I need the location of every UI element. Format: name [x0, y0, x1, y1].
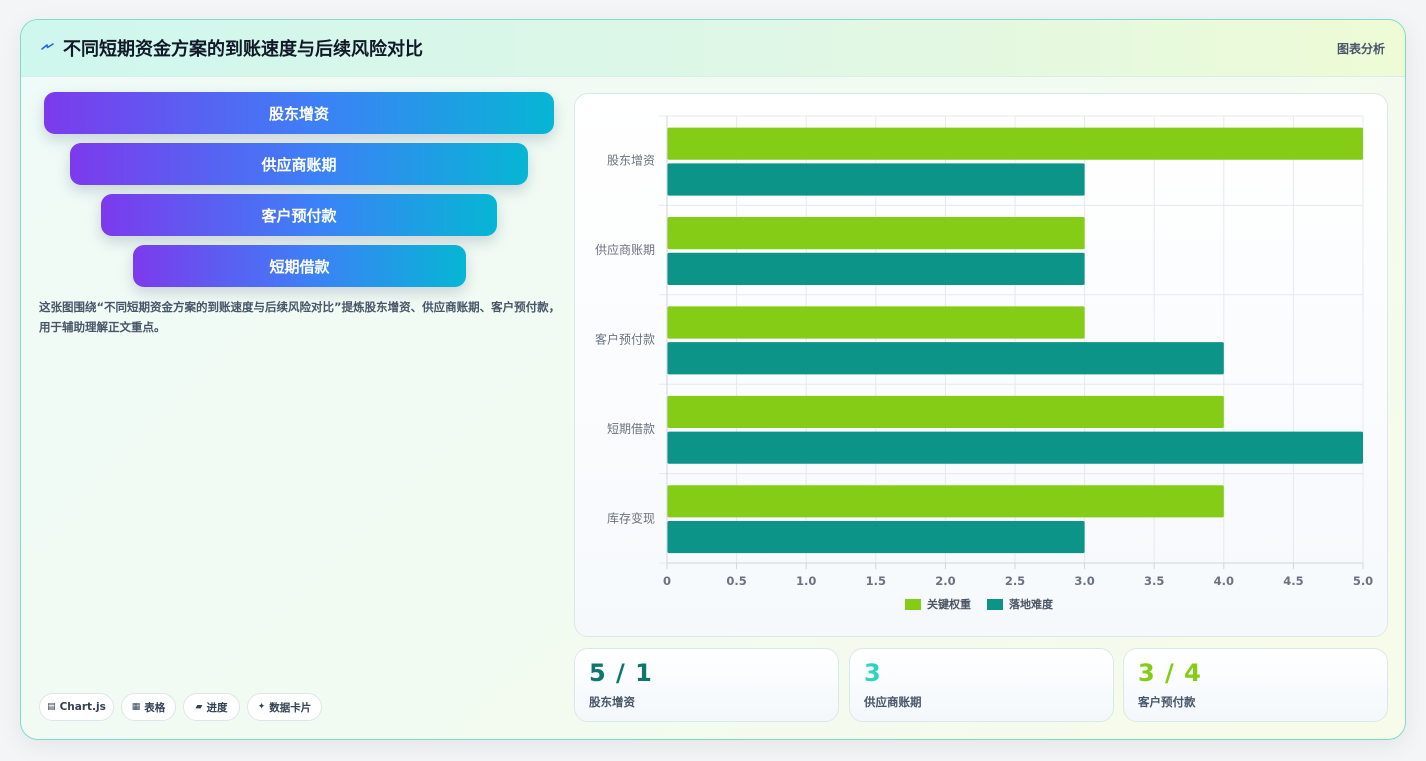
header-tag: 图表分析: [1336, 42, 1385, 56]
stat-label: 股东增资: [589, 695, 635, 709]
x-tick-label: 2.5: [1005, 574, 1025, 588]
lightning-icon: [41, 43, 54, 50]
x-tick-label: 4.5: [1283, 574, 1303, 588]
legend-label: 落地难度: [1009, 597, 1054, 611]
bar-key-weight: [667, 306, 1085, 339]
bar-key-weight: [667, 395, 1224, 429]
x-tick-label: 3.5: [1144, 574, 1164, 588]
x-tick-label: 4.0: [1214, 574, 1234, 588]
pill-label: 表格: [144, 701, 166, 714]
pill-data-card[interactable]: ✦ 数据卡片: [247, 693, 322, 721]
progress-icon: ▰: [195, 702, 203, 712]
stat-card-1: 5 / 1 股东增资: [574, 648, 839, 722]
stat-card-3: 3 / 4 客户预付款: [1123, 648, 1388, 722]
pill-label: 进度: [206, 701, 228, 714]
funnel-item-1: 股东增资: [44, 92, 554, 134]
stat-label: 供应商账期: [864, 695, 922, 709]
category-label: 股东增资: [607, 154, 655, 168]
funnel-item-4: 短期借款: [133, 245, 466, 287]
chart-description: 这张图围绕“不同短期资金方案的到账速度与后续风险对比”提炼股东增资、供应商账期、…: [39, 300, 561, 334]
x-tick-label: 1.0: [796, 574, 816, 588]
sparkle-icon: ✦: [257, 702, 266, 712]
pill-chartjs[interactable]: ▤ Chart.js: [39, 693, 114, 721]
bar-difficulty: [667, 163, 1085, 196]
legend-swatch: [987, 599, 1003, 610]
chart-icon: ▤: [47, 702, 56, 712]
x-tick-label: 3.0: [1074, 574, 1094, 588]
stat-value: 5 / 1: [589, 659, 653, 687]
bar-difficulty: [667, 520, 1085, 554]
main-card: 不同短期资金方案的到账速度与后续风险对比 图表分析 股东增资 供应商账期 客户预…: [20, 19, 1406, 740]
card-header: 不同短期资金方案的到账速度与后续风险对比 图表分析: [21, 20, 1405, 77]
chart-panel: 0 0.5 1.0 1.5 2.0 2.5 3.0 3.5 4.0 4.5 5.0 股东增资供应商账期…: [574, 93, 1388, 637]
x-tick-label: 2.0: [935, 574, 955, 588]
bar-chart: 0 0.5 1.0 1.5 2.0 2.5 3.0 3.5 4.0 4.5 5.0 股东增资供应商账期…: [595, 115, 1373, 611]
bar-difficulty: [667, 342, 1224, 375]
x-tick-label: 5.0: [1353, 574, 1373, 588]
bar-difficulty: [667, 252, 1085, 285]
funnel-item-3: 客户预付款: [101, 194, 497, 236]
stat-value: 3: [864, 659, 882, 687]
x-tick-label: 0: [663, 574, 671, 588]
x-tick-label: 0.5: [726, 574, 746, 588]
bar-key-weight: [667, 485, 1224, 518]
table-icon: ▦: [131, 702, 141, 712]
bar-key-weight: [667, 127, 1363, 160]
pill-label: Chart.js: [59, 701, 106, 713]
category-label: 供应商账期: [595, 242, 655, 257]
category-label: 客户预付款: [595, 332, 655, 347]
pill-table[interactable]: ▦ 表格: [121, 693, 176, 721]
stat-label: 客户预付款: [1138, 695, 1196, 709]
x-tick-label: 1.5: [866, 574, 886, 588]
category-label: 库存变现: [607, 510, 655, 525]
pill-label: 数据卡片: [269, 701, 312, 714]
stat-value: 3 / 4: [1138, 659, 1202, 687]
page-title: 不同短期资金方案的到账速度与后续风险对比: [63, 39, 423, 60]
bar-difficulty: [667, 431, 1363, 464]
stat-card-2: 3 供应商账期: [849, 648, 1114, 722]
funnel-item-2: 供应商账期: [70, 143, 528, 185]
legend-swatch: [905, 599, 921, 610]
legend-label: 关键权重: [927, 597, 971, 611]
category-label: 短期借款: [607, 422, 655, 436]
bar-key-weight: [667, 217, 1085, 250]
pill-progress[interactable]: ▰ 进度: [183, 693, 240, 721]
